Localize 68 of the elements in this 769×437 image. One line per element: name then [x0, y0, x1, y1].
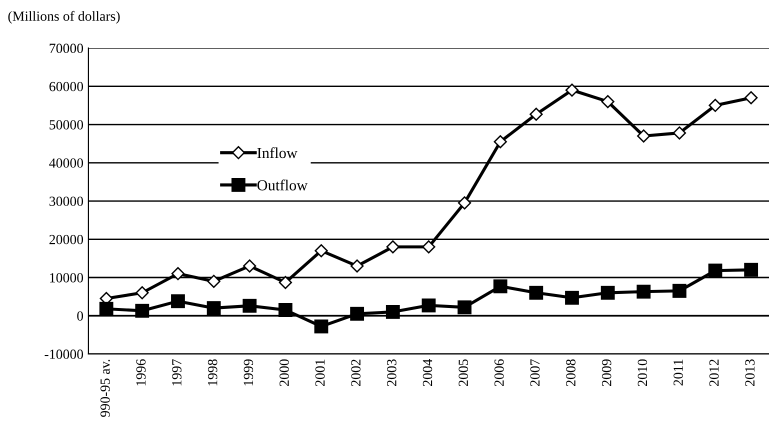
y-tick-label: 30000	[50, 196, 84, 206]
point	[136, 286, 149, 300]
legend-label: Outflow	[257, 180, 308, 190]
point	[135, 304, 150, 318]
x-tick-label: 2006	[494, 359, 504, 386]
point	[243, 259, 256, 273]
point	[171, 294, 185, 308]
y-tick-label: 70000	[50, 44, 84, 54]
x-tick-label: 2005	[458, 359, 468, 386]
x-tick-label: 2010	[638, 359, 648, 386]
point	[565, 84, 579, 97]
x-tick-label: 2004	[422, 359, 432, 386]
x-tick-label: 990-95 av.	[100, 360, 110, 417]
y-tick-label: 10000	[50, 273, 84, 282]
point	[744, 262, 758, 277]
y-tick-label: 0	[77, 311, 84, 321]
x-tick-label: 2007	[530, 359, 540, 386]
point	[708, 98, 722, 112]
point	[278, 303, 292, 317]
point	[672, 126, 686, 140]
point	[386, 304, 400, 319]
point	[744, 91, 758, 104]
y-tick-label: 60000	[49, 82, 84, 92]
point	[350, 259, 364, 273]
x-tick-label: 2002	[351, 360, 361, 386]
x-tick-label: 1996	[136, 359, 146, 386]
x-tick-label: 2011	[674, 360, 683, 386]
x-tick-label: 2008	[566, 359, 576, 386]
point	[350, 306, 364, 321]
x-tick-label: 2003	[387, 359, 396, 386]
point	[242, 298, 257, 313]
point	[529, 286, 544, 300]
x-tick-label: 1997	[172, 359, 182, 386]
point	[494, 135, 507, 148]
x-tick-label: 2009	[602, 359, 612, 386]
point	[530, 108, 543, 121]
y-tick-label: 50000	[50, 120, 84, 130]
point	[314, 244, 328, 258]
y-tick-label: 20000	[49, 234, 84, 244]
point	[278, 276, 292, 290]
point	[600, 286, 615, 300]
point	[636, 284, 651, 299]
y-tick-label: 40000	[49, 158, 84, 168]
y-axis-title: (Millions of dollars)	[8, 10, 120, 24]
point	[422, 298, 436, 312]
point	[458, 300, 472, 314]
point	[458, 196, 472, 210]
point	[565, 290, 579, 305]
x-tick-label: 2012	[709, 360, 719, 386]
point	[493, 279, 508, 294]
point	[314, 319, 328, 334]
point	[601, 95, 614, 108]
y-tick-label: -10000	[44, 350, 84, 359]
point	[386, 240, 400, 254]
point	[708, 264, 722, 278]
point	[171, 267, 185, 280]
point	[207, 274, 220, 288]
legend-label: Inflow	[257, 147, 298, 158]
x-tick-label: 1998	[208, 359, 218, 386]
point	[422, 240, 436, 254]
point	[206, 301, 221, 316]
x-tick-label: 2001	[315, 360, 325, 386]
point	[672, 284, 686, 298]
x-tick-label: 1999	[244, 359, 254, 386]
point	[637, 129, 650, 143]
x-tick-label: 2000	[280, 359, 289, 386]
point	[99, 302, 114, 316]
x-tick-label: 2013	[745, 359, 755, 386]
